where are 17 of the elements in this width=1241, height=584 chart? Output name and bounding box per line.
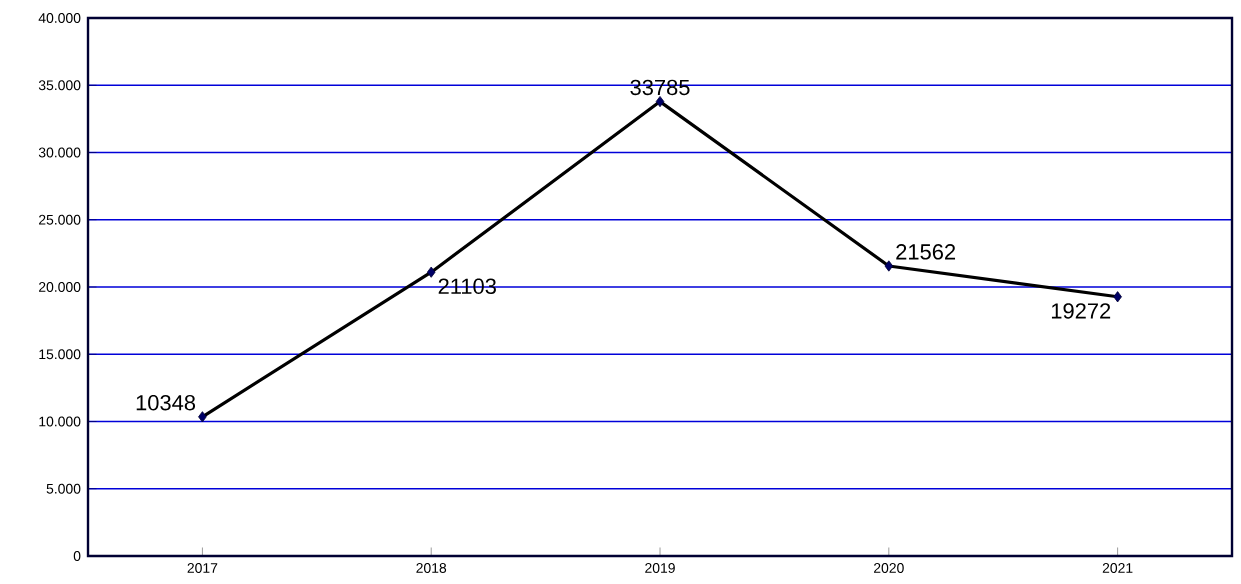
data-label: 19272: [1051, 303, 1111, 319]
y-tick-label: 35.000: [38, 80, 81, 91]
y-tick-label: 15.000: [39, 349, 81, 360]
x-tick-label: 2017: [187, 563, 218, 573]
y-tick-label: 0: [73, 551, 81, 561]
y-tick-label: 20.000: [39, 282, 81, 292]
data-label: 21562: [896, 244, 956, 260]
x-tick-label: 2021: [1102, 563, 1133, 573]
y-tick-label: 25.000: [39, 214, 81, 225]
y-tick-label: 30.000: [38, 147, 81, 158]
x-tick-label: 2020: [873, 563, 904, 573]
x-tick-label: 2019: [645, 563, 675, 573]
y-tick-label: 40.000: [38, 13, 81, 23]
x-tick-label: 2018: [416, 563, 447, 573]
y-tick-label: 10.000: [39, 416, 81, 427]
y-tick-label: 5.000: [46, 483, 81, 494]
data-label: 10348: [136, 394, 196, 411]
